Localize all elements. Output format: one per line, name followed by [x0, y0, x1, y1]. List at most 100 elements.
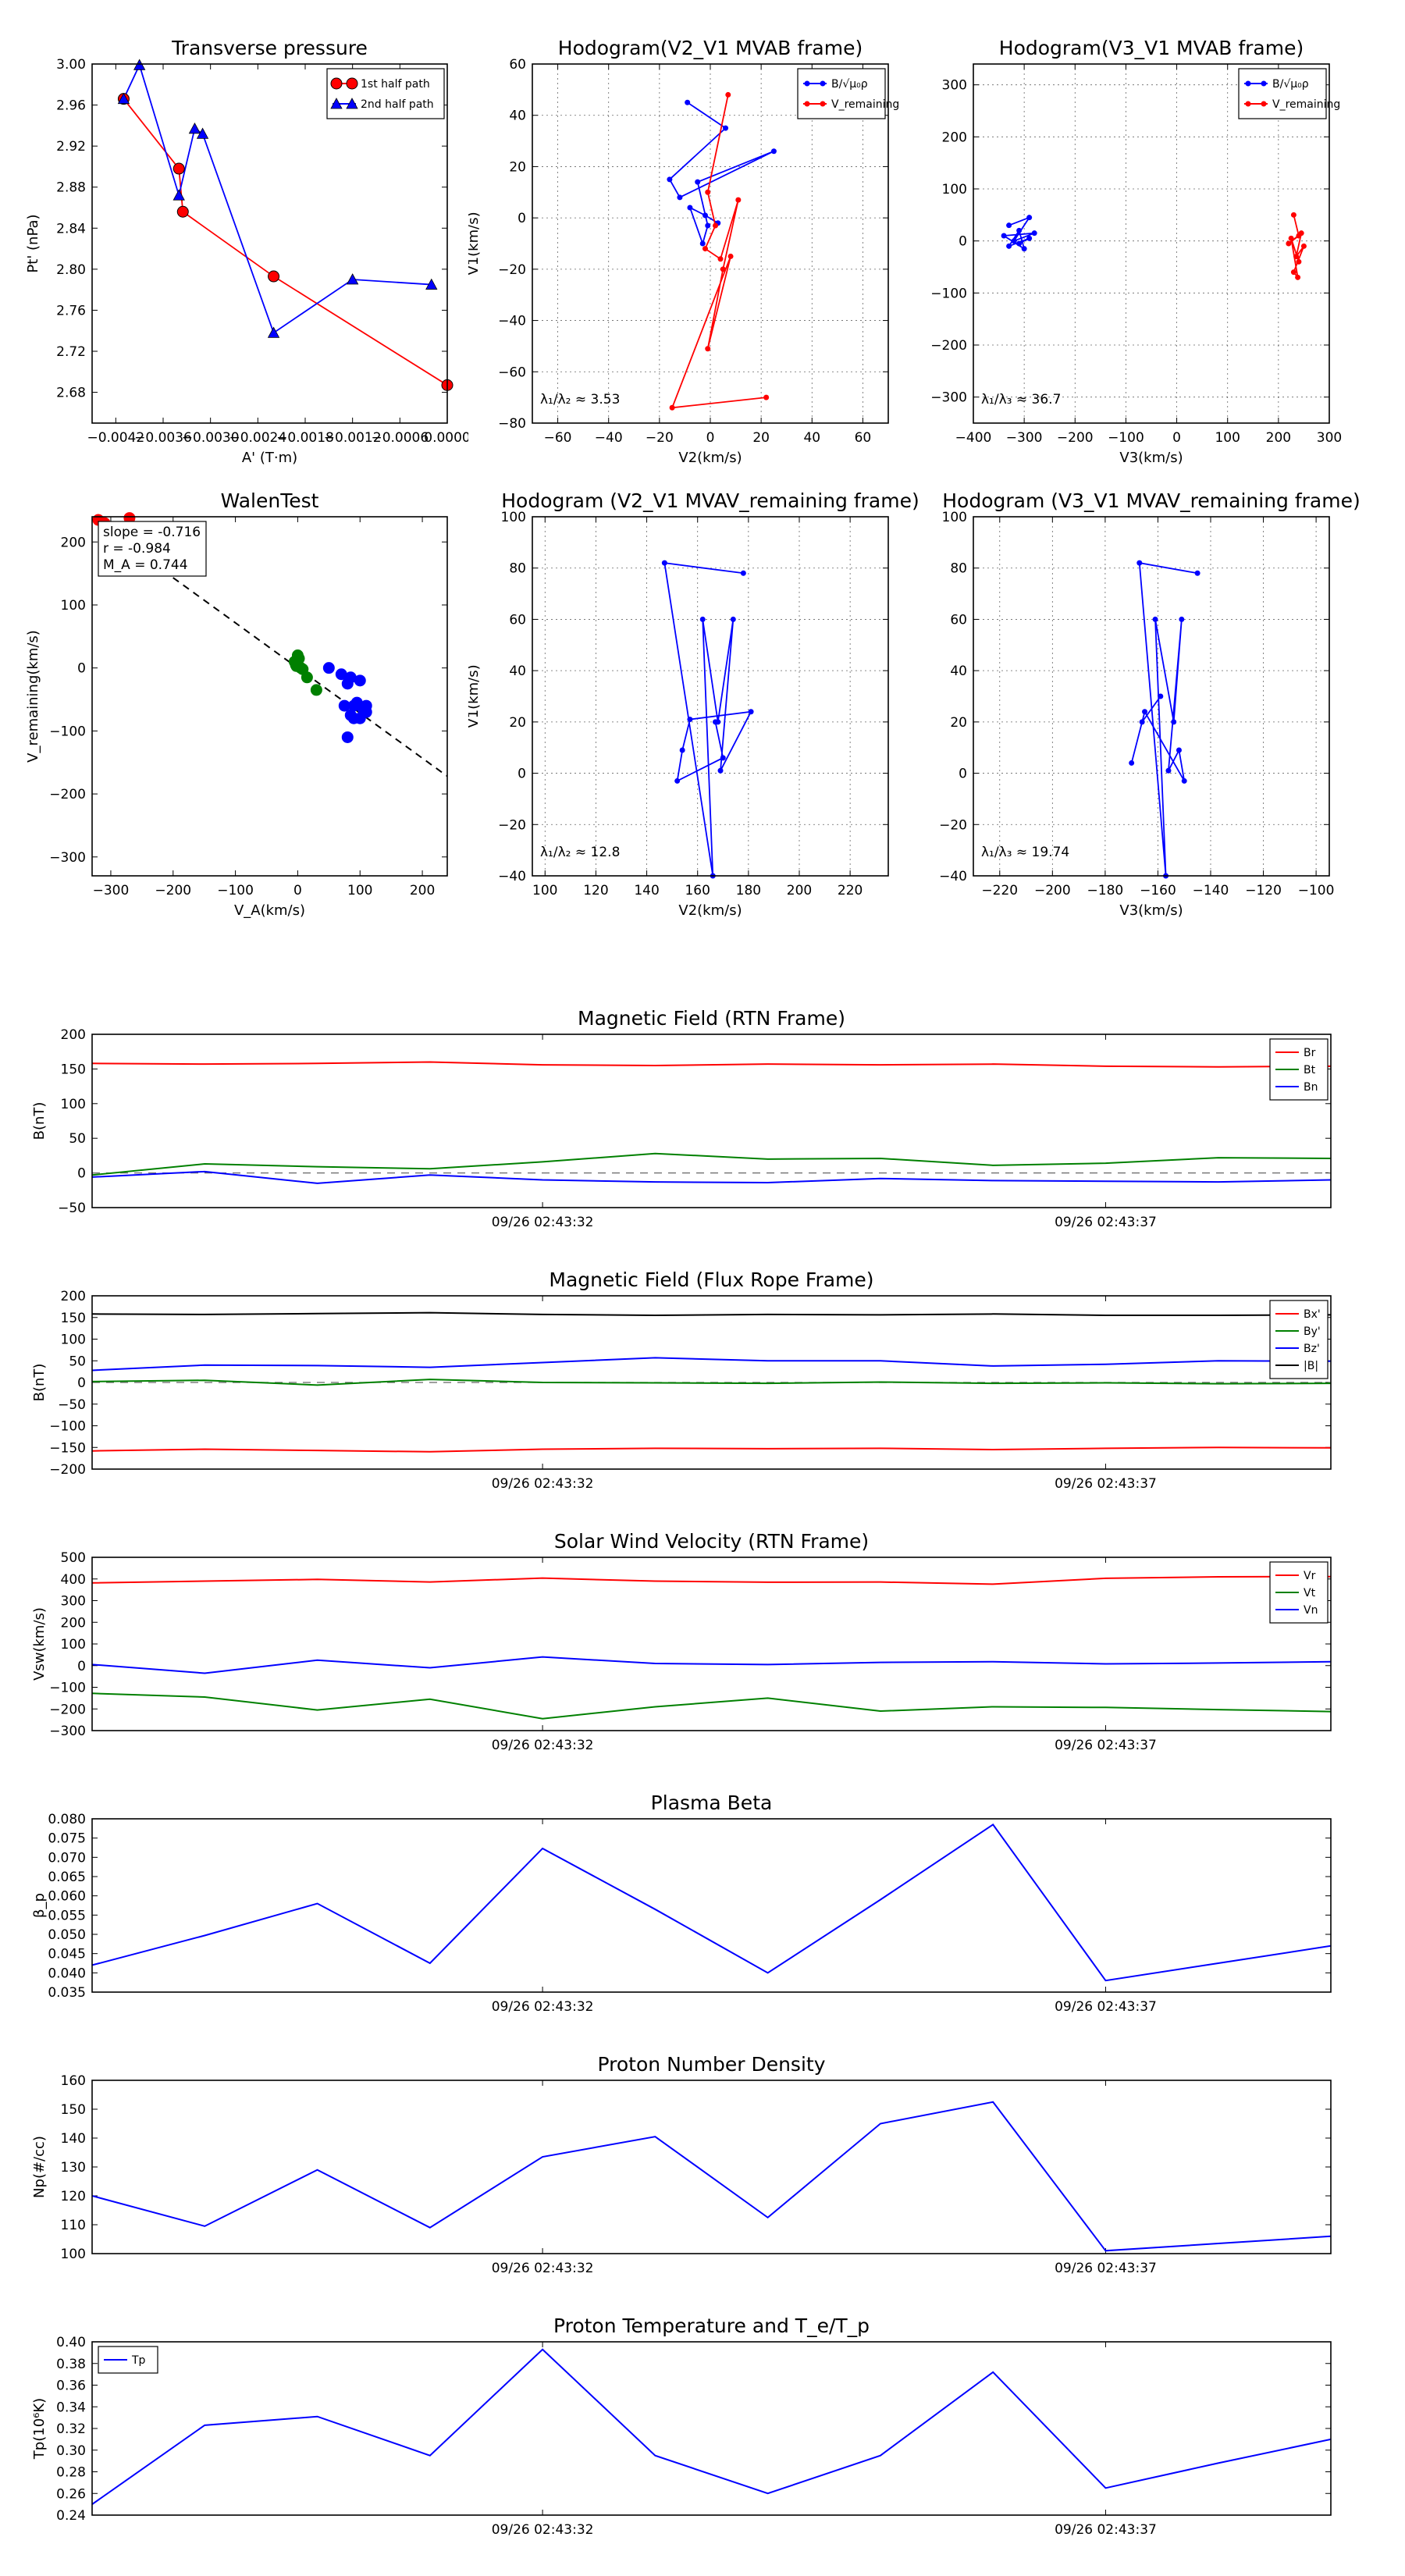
- series-line-0: [92, 2101, 1331, 2252]
- y-tick-label: 60: [950, 612, 967, 628]
- y-tick-label: 100: [61, 2247, 86, 2262]
- legend-label: Vn: [1304, 1604, 1318, 1617]
- legend-label: Bt: [1304, 1064, 1316, 1076]
- x-tick-label: −300: [1006, 430, 1043, 446]
- x-tick-label: 180: [736, 883, 761, 898]
- chart-title: Magnetic Field (Flux Rope Frame): [549, 1268, 873, 1291]
- plot-area: [1001, 215, 1305, 278]
- plot-area: [663, 562, 752, 876]
- data-point: [687, 205, 693, 211]
- x-axis-label: V_A(km/s): [234, 902, 305, 919]
- data-point: [1006, 222, 1012, 229]
- chart-hodogram-v3v1-mvab: Hodogram(V3_V1 MVAB frame) −400 −300 −200 −1…: [921, 37, 1342, 466]
- y-tick-label: 2.96: [56, 98, 86, 114]
- x-tick-label: −100: [1108, 430, 1144, 446]
- legend-marker: [330, 77, 343, 90]
- legend-label: Bx': [1304, 1308, 1321, 1321]
- plot-area: [92, 1311, 1331, 1453]
- y-tick-label: 150: [61, 2102, 86, 2118]
- series-line-0: [663, 562, 752, 876]
- plot-frame: [973, 63, 1330, 424]
- y-tick-label: −100: [49, 1419, 86, 1435]
- data-point: [705, 346, 711, 352]
- legend-label: Bz': [1304, 1343, 1320, 1355]
- data-point: [173, 162, 185, 175]
- y-tick-label: −200: [930, 338, 967, 354]
- data-point: [1288, 235, 1294, 241]
- annotation: λ₁/λ₃ ≈ 36.7: [981, 392, 1061, 407]
- data-point: [1165, 767, 1172, 774]
- x-tick-label: 200: [787, 883, 812, 898]
- y-tick-label: 100: [942, 510, 967, 525]
- y-tick-label: −100: [49, 1681, 86, 1696]
- stats-line: M_A = 0.744: [103, 557, 188, 573]
- y-tick-label: 0: [77, 1659, 86, 1674]
- chart-proton-density: Proton Number Density 09/26 02:43:32 09/26…: [31, 2053, 1332, 2276]
- y-tick-label: 2.80: [56, 262, 86, 278]
- x-tick-label: 09/26 02:43:32: [492, 2261, 594, 2276]
- plot-area: [92, 2348, 1331, 2505]
- data-point: [705, 189, 711, 195]
- y-tick-label: −20: [498, 262, 526, 278]
- x-tick-label: −0.0006: [371, 430, 429, 446]
- legend-label: V_remaining: [831, 98, 899, 111]
- data-point: [1136, 560, 1143, 566]
- y-tick-label: −40: [498, 314, 526, 329]
- plot-frame: [91, 63, 448, 424]
- legend-label: Bn: [1304, 1081, 1318, 1094]
- legend-marker: [330, 98, 343, 109]
- data-point: [1295, 274, 1301, 280]
- y-tick-label: 0.045: [48, 1947, 86, 1962]
- y-tick-label: 500: [61, 1550, 86, 1566]
- y-tick-label: −100: [930, 286, 967, 301]
- y-tick-label: 2.84: [56, 221, 86, 237]
- y-tick-label: −80: [498, 416, 526, 432]
- series-line-0: [92, 1575, 1331, 1585]
- x-tick-label: 0: [293, 883, 302, 898]
- data-point: [1298, 230, 1304, 237]
- data-point: [1286, 240, 1292, 247]
- y-tick-label: 60: [509, 612, 526, 628]
- series-line-2: [92, 1170, 1331, 1184]
- y-tick-label: 0.080: [48, 1812, 86, 1827]
- x-tick-label: −220: [981, 883, 1018, 898]
- y-tick-label: 2.92: [56, 139, 86, 155]
- y-tick-label: 140: [61, 2131, 86, 2147]
- y-tick-label: 0: [77, 661, 86, 677]
- data-point: [727, 253, 734, 259]
- legend-marker: [1245, 101, 1251, 107]
- y-tick-label: 0.070: [48, 1850, 86, 1866]
- data-point: [1171, 719, 1177, 725]
- y-tick-label: 120: [61, 2189, 86, 2204]
- series-line-1: [92, 1692, 1331, 1720]
- chart-hodogram-v2v1-mvav: Hodogram (V2_V1 MVAV_remaining frame)100…: [468, 489, 919, 919]
- data-point: [1139, 719, 1145, 725]
- data-point: [695, 179, 701, 185]
- data-point: [705, 222, 711, 229]
- plot-area: [668, 94, 774, 409]
- data-point: [425, 278, 438, 290]
- data-point: [713, 222, 719, 229]
- x-tick-label: 160: [685, 883, 710, 898]
- x-tick-label: −400: [955, 430, 992, 446]
- y-tick-label: 0: [518, 767, 526, 782]
- data-point: [725, 91, 731, 98]
- legend-marker: [820, 80, 826, 87]
- legend-label: By': [1304, 1325, 1321, 1338]
- x-tick-label: 60: [855, 430, 872, 446]
- legend-marker: [1261, 101, 1267, 107]
- y-tick-label: 20: [509, 715, 526, 731]
- legend-label: Vt: [1304, 1587, 1316, 1599]
- chart-title: Proton Number Density: [598, 2053, 826, 2076]
- y-tick-label: 0.28: [56, 2465, 86, 2481]
- y-tick-label: 50: [69, 1354, 86, 1369]
- data-point: [1026, 235, 1033, 241]
- plot-area: [92, 2101, 1331, 2252]
- data-point: [341, 731, 354, 743]
- data-point: [347, 712, 360, 724]
- chart-proton-temperature: Proton Temperature and T_e/T_p 09/26 02:4…: [31, 2314, 1332, 2538]
- data-point: [699, 240, 706, 247]
- y-tick-label: 400: [61, 1572, 86, 1588]
- fit-line: [92, 518, 447, 777]
